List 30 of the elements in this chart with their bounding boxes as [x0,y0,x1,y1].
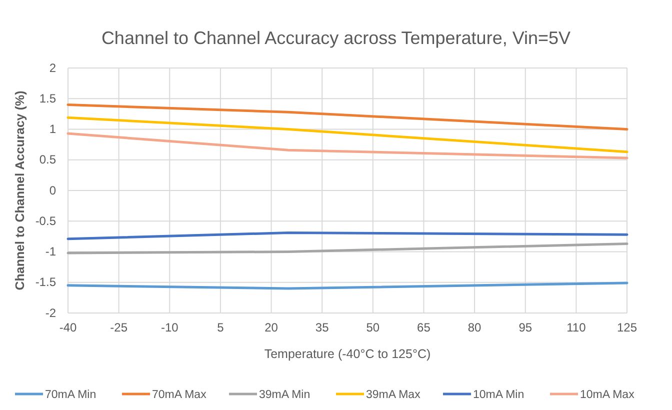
x-tick-label: 110 [566,320,586,335]
x-tick-label: -40 [59,320,77,335]
legend-label: 10mA Max [580,389,635,401]
y-axis-title: Channel to Channel Accuracy (%) [13,90,27,290]
legend-label: 10mA Min [473,389,524,401]
x-tick-label: 80 [468,320,482,335]
x-tick-label: 50 [366,320,380,335]
x-tick-label: 125 [616,320,638,335]
legend-label: 39mA Max [366,389,421,401]
x-tick-label: -10 [160,320,179,335]
y-tick-label: -0.5 [35,214,56,228]
x-tick-label: 65 [417,320,431,335]
y-tick-label: -2 [45,306,56,320]
x-tick-label: 95 [518,320,532,335]
x-tick-label: 5 [217,320,224,335]
legend-label: 39mA Min [259,389,310,401]
y-tick-label: -1 [45,244,56,259]
y-tick-label: -1.5 [35,275,56,290]
y-tick-label: 0.5 [39,152,56,167]
chart-title: Channel to Channel Accuracy across Temperature, Vin=5V [101,28,571,48]
y-tick-label: 2 [49,60,56,75]
x-tick-label: -25 [110,320,128,335]
y-tick-label: 0 [49,183,56,198]
y-tick-label: 1.5 [39,91,56,106]
y-tick-label: 1 [49,122,56,136]
legend-label: 70mA Min [45,389,96,401]
legend-label: 70mA Max [152,389,207,401]
x-tick-label: 20 [264,320,278,335]
x-tick-label: 35 [315,320,330,335]
x-axis-title: Temperature (-40°C to 125°C) [264,347,431,361]
